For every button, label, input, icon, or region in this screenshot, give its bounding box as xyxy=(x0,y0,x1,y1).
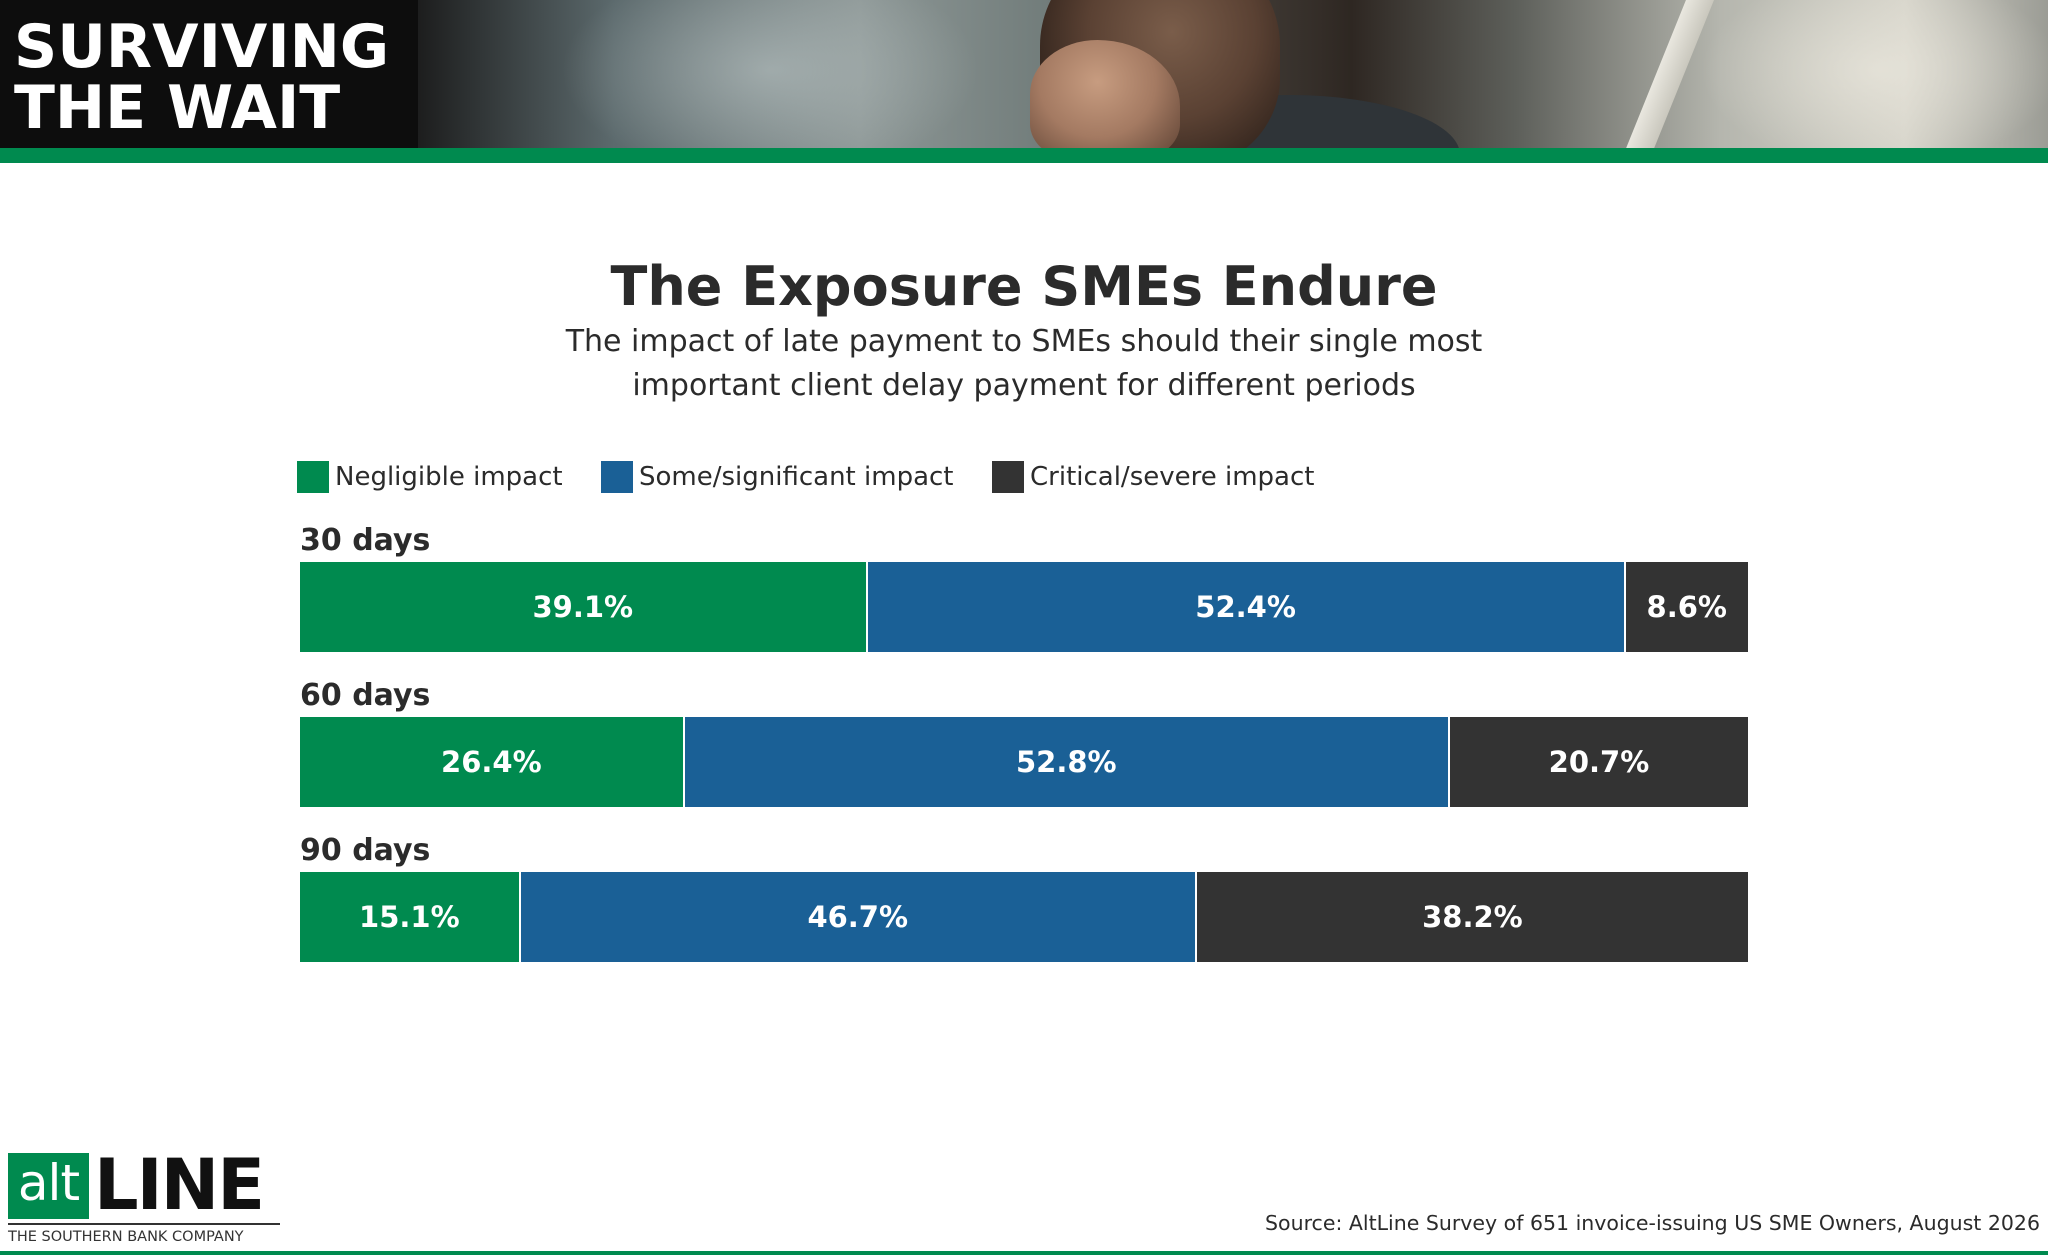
legend-item-negligible: Negligible impact xyxy=(297,460,563,493)
chart-subtitle-line-1: The impact of late payment to SMEs shoul… xyxy=(565,324,1483,359)
banner-title-box: SURVIVING THE WAIT xyxy=(0,0,418,148)
bar-segment-negligible-90-days: 15.1% xyxy=(300,872,519,962)
legend-item-critical: Critical/severe impact xyxy=(992,460,1314,493)
row-label-90-days: 90 days xyxy=(300,833,431,868)
legend-label-significant: Some/significant impact xyxy=(639,461,954,492)
logo-alt-mark: alt xyxy=(8,1153,89,1219)
bar-30-days: 39.1% 52.4% 8.6% xyxy=(300,562,1748,652)
legend-swatch-significant xyxy=(601,460,633,493)
bar-segment-negligible-30-days: 39.1% xyxy=(300,562,866,652)
bar-segment-critical-30-days: 8.6% xyxy=(1623,562,1748,652)
banner-photo-hand xyxy=(1030,40,1180,148)
chart-title: The Exposure SMEs Endure xyxy=(610,255,1438,318)
bar-segment-significant-30-days: 52.4% xyxy=(865,562,1624,652)
banner-photo-window xyxy=(1700,0,2048,148)
banner-photo-highlight xyxy=(560,0,980,148)
legend-item-significant: Some/significant impact xyxy=(601,460,954,493)
header-banner: SURVIVING THE WAIT xyxy=(0,0,2048,148)
logo-tagline: THE SOUTHERN BANK COMPANY xyxy=(8,1223,280,1246)
chart-subtitle-line-2: important client delay payment for diffe… xyxy=(632,368,1416,403)
legend-swatch-critical xyxy=(992,460,1024,493)
bar-segment-significant-60-days: 52.8% xyxy=(682,717,1448,807)
bar-60-days: 26.4% 52.8% 20.7% xyxy=(300,717,1748,807)
banner-title-line-2: THE WAIT xyxy=(14,73,341,143)
footer-accent-line xyxy=(0,1251,2048,1255)
bar-90-days: 15.1% 46.7% 38.2% xyxy=(300,872,1748,962)
bar-segment-critical-90-days: 38.2% xyxy=(1194,872,1748,962)
chart-subtitle: The impact of late payment to SMEs shoul… xyxy=(524,320,1524,408)
source-note: Source: AltLine Survey of 651 invoice-is… xyxy=(1265,1211,2040,1235)
bar-segment-critical-60-days: 20.7% xyxy=(1447,717,1748,807)
legend-label-critical: Critical/severe impact xyxy=(1030,461,1315,492)
header-accent-stripe xyxy=(0,148,2048,163)
legend-swatch-negligible xyxy=(297,460,329,493)
row-label-60-days: 60 days xyxy=(300,678,431,713)
logo-line-wordmark: LINE xyxy=(94,1144,265,1226)
legend-label-negligible: Negligible impact xyxy=(335,461,563,492)
banner-title-line-1: SURVIVING xyxy=(14,12,390,82)
altline-logo: alt LINE THE SOUTHERN BANK COMPANY xyxy=(8,1147,280,1247)
row-label-30-days: 30 days xyxy=(300,523,431,558)
bar-segment-significant-90-days: 46.7% xyxy=(518,872,1195,962)
bar-segment-negligible-60-days: 26.4% xyxy=(300,717,683,807)
